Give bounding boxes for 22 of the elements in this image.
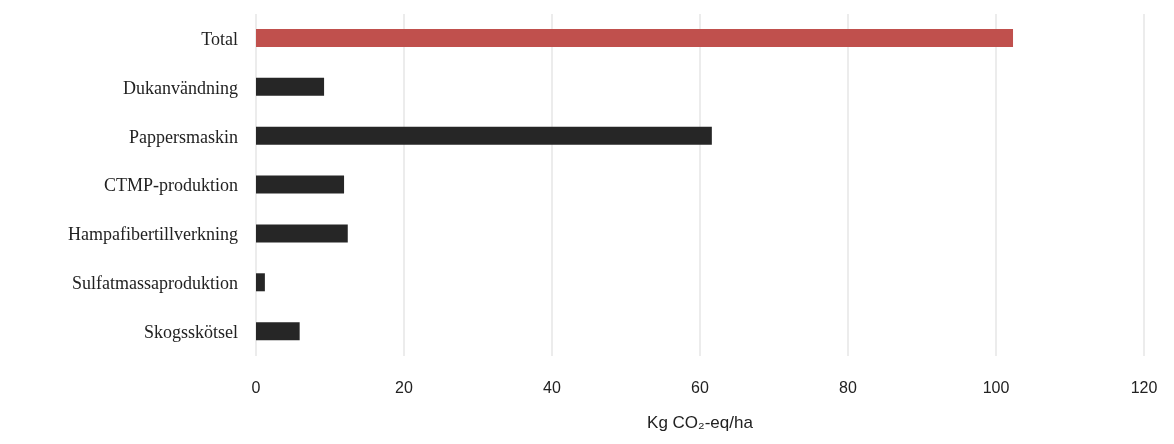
y-tick-label: Hampafibertillverkning [68, 224, 238, 245]
bar [256, 77, 325, 96]
y-tick-label: Pappersmaskin [129, 126, 238, 147]
y-tick-label: Total [201, 28, 238, 49]
bar [256, 126, 712, 145]
y-tick-label: Dukanvändning [123, 77, 238, 98]
x-tick-label: 40 [543, 379, 561, 397]
bar [256, 175, 345, 194]
y-tick-label: Sulfatmassaproduktion [72, 273, 238, 294]
x-tick-label: 120 [1130, 379, 1158, 397]
x-tick-label: 80 [839, 379, 857, 397]
x-axis-title: Kg CO₂-eq/ha [647, 413, 754, 432]
bar [256, 29, 1014, 47]
bar [256, 224, 348, 243]
y-tick-label: Skogsskötsel [143, 321, 238, 342]
y-tick-label: CTMP-produktion [103, 175, 238, 196]
x-tick-label: 60 [691, 379, 709, 397]
bar [256, 322, 300, 341]
bar [256, 273, 265, 292]
x-tick-label: 0 [251, 379, 261, 397]
x-tick-label: 20 [395, 379, 413, 397]
x-tick-label: 100 [982, 379, 1010, 397]
